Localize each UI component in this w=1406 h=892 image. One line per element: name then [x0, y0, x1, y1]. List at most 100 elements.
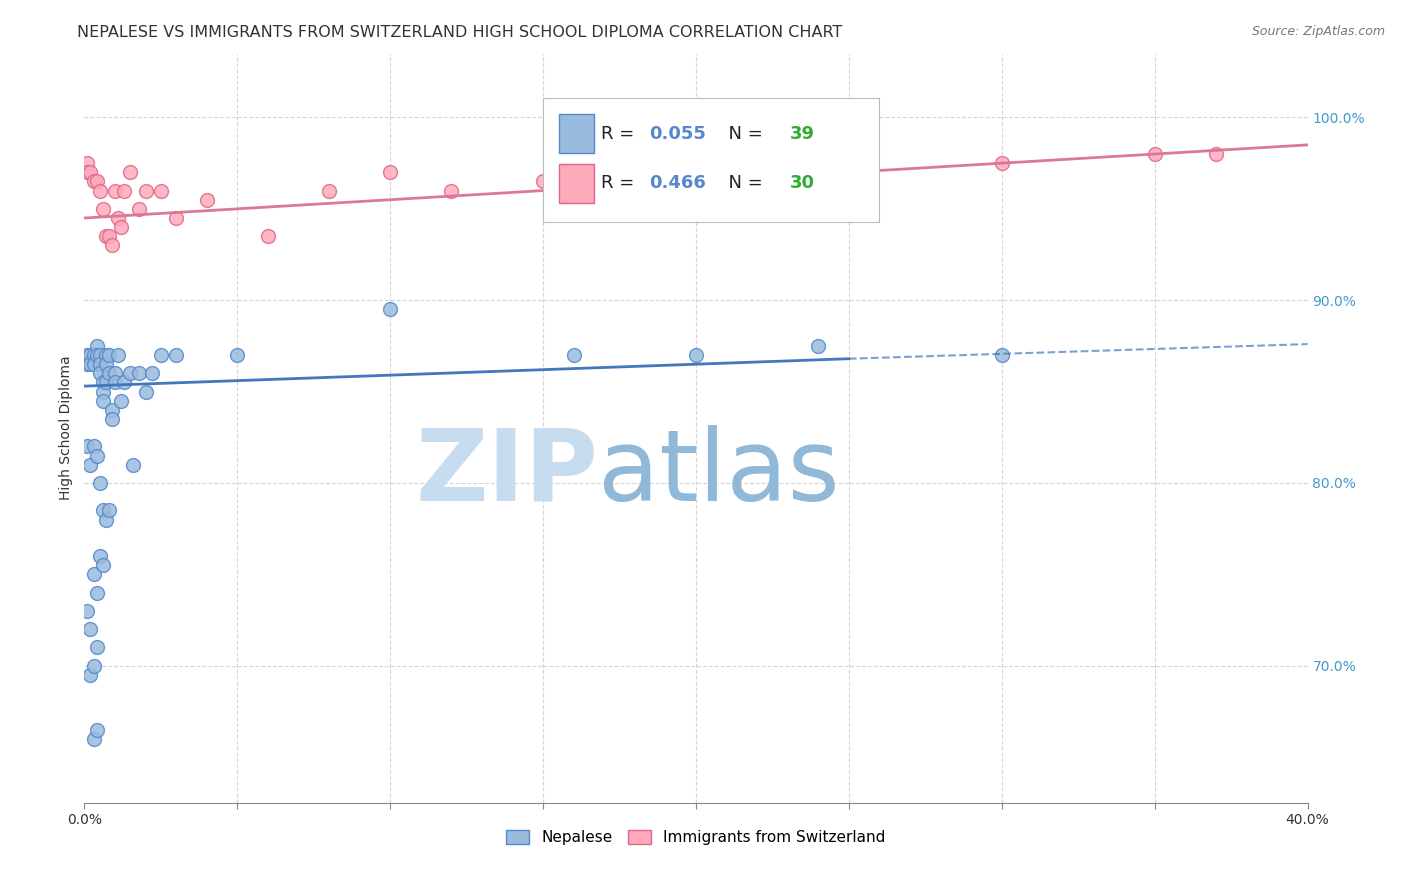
- Point: [380, 302, 402, 317]
- Text: ZIP: ZIP: [415, 425, 598, 522]
- Point: [91, 384, 114, 399]
- Point: [76, 357, 98, 371]
- Point: [531, 174, 554, 188]
- Point: [76, 156, 98, 170]
- Point: [101, 238, 124, 252]
- Text: 39: 39: [790, 125, 815, 143]
- Point: [86, 640, 108, 655]
- Point: [86, 174, 108, 188]
- Point: [86, 585, 108, 599]
- Point: [83, 174, 105, 188]
- Legend: Nepalese, Immigrants from Switzerland: Nepalese, Immigrants from Switzerland: [501, 824, 891, 851]
- Text: R =: R =: [600, 174, 640, 192]
- Point: [91, 503, 114, 517]
- Text: 30: 30: [790, 174, 815, 192]
- Point: [91, 376, 114, 390]
- Point: [94, 229, 117, 244]
- Point: [141, 367, 163, 381]
- Point: [1205, 147, 1227, 161]
- Point: [135, 184, 157, 198]
- Point: [128, 202, 150, 216]
- Point: [76, 348, 98, 362]
- Point: [89, 475, 111, 490]
- Point: [149, 348, 172, 362]
- Point: [86, 723, 108, 737]
- Point: [97, 348, 120, 362]
- Point: [991, 156, 1014, 170]
- Point: [97, 503, 120, 517]
- Point: [120, 367, 142, 381]
- Text: atlas: atlas: [598, 425, 839, 522]
- Point: [135, 384, 157, 399]
- Point: [94, 348, 117, 362]
- Point: [94, 512, 117, 526]
- Point: [110, 393, 132, 408]
- Point: [807, 339, 830, 353]
- Point: [86, 449, 108, 463]
- Point: [79, 622, 101, 636]
- Point: [89, 184, 111, 198]
- Point: [107, 211, 129, 225]
- Point: [79, 458, 101, 472]
- Point: [83, 357, 105, 371]
- Point: [104, 184, 127, 198]
- Point: [165, 211, 187, 225]
- Point: [94, 357, 117, 371]
- Text: Source: ZipAtlas.com: Source: ZipAtlas.com: [1251, 25, 1385, 38]
- Point: [562, 348, 585, 362]
- Point: [76, 604, 98, 618]
- Point: [257, 229, 280, 244]
- Point: [86, 339, 108, 353]
- Point: [83, 348, 105, 362]
- Point: [91, 202, 114, 216]
- Point: [97, 367, 120, 381]
- Point: [991, 348, 1014, 362]
- Point: [112, 184, 135, 198]
- Point: [101, 412, 124, 426]
- Text: 0.466: 0.466: [650, 174, 706, 192]
- Point: [83, 567, 105, 582]
- Text: NEPALESE VS IMMIGRANTS FROM SWITZERLAND HIGH SCHOOL DIPLOMA CORRELATION CHART: NEPALESE VS IMMIGRANTS FROM SWITZERLAND …: [77, 25, 842, 40]
- Point: [120, 165, 142, 179]
- Point: [685, 348, 707, 362]
- Point: [79, 165, 101, 179]
- Y-axis label: High School Diploma: High School Diploma: [59, 356, 73, 500]
- Point: [89, 357, 111, 371]
- Point: [101, 403, 124, 417]
- Text: N =: N =: [717, 174, 768, 192]
- Point: [318, 184, 340, 198]
- Point: [83, 731, 105, 746]
- Point: [94, 376, 117, 390]
- Point: [89, 367, 111, 381]
- Point: [91, 558, 114, 573]
- Point: [104, 367, 127, 381]
- Point: [226, 348, 249, 362]
- Point: [149, 184, 172, 198]
- Text: 0.055: 0.055: [650, 125, 706, 143]
- Text: R =: R =: [600, 125, 640, 143]
- Point: [79, 357, 101, 371]
- Point: [107, 348, 129, 362]
- Point: [128, 367, 150, 381]
- Point: [89, 549, 111, 563]
- Point: [380, 165, 402, 179]
- Point: [195, 193, 218, 207]
- Point: [79, 668, 101, 682]
- Point: [122, 458, 145, 472]
- Point: [83, 658, 105, 673]
- Point: [86, 348, 108, 362]
- Point: [440, 184, 463, 198]
- Point: [76, 165, 98, 179]
- Point: [685, 165, 707, 179]
- Point: [112, 376, 135, 390]
- Point: [89, 348, 111, 362]
- Point: [76, 439, 98, 453]
- Point: [83, 439, 105, 453]
- Point: [838, 147, 860, 161]
- Point: [97, 229, 120, 244]
- FancyBboxPatch shape: [543, 98, 880, 222]
- Point: [165, 348, 187, 362]
- Point: [110, 220, 132, 235]
- Point: [91, 393, 114, 408]
- Point: [1143, 147, 1166, 161]
